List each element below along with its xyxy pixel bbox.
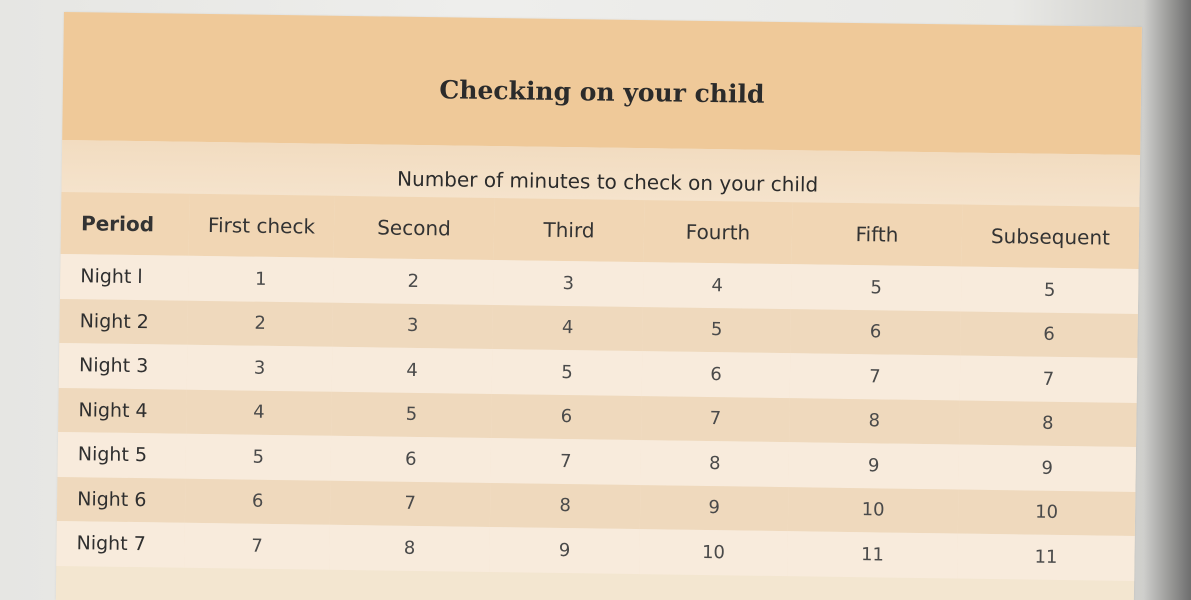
cell-value: 10 [861,499,885,521]
cell-value: 3 [562,272,575,294]
cell-value: 7 [559,450,572,472]
table-subtitle: Number of minutes to check on your child [396,166,819,197]
cell-value: 7 [869,366,881,388]
cell-value: 2 [254,312,267,335]
cell-period: Night 4 [78,398,148,422]
cell-value: 4 [711,274,724,296]
cell-value: 2 [407,270,420,292]
title-band: Checking on your child [62,12,1142,156]
cell-value: 6 [560,406,573,428]
header-third: Third [543,217,595,243]
cell-value: 4 [406,359,418,381]
cell-value: 8 [403,537,416,559]
cell-value: 7 [251,535,263,557]
cell-value: 5 [870,277,883,299]
cell-value: 6 [404,448,417,470]
cell-value: 4 [561,317,574,339]
cell-period: Night 2 [79,310,150,333]
cell-value: 10 [1035,501,1059,524]
cell-value: 7 [404,493,417,515]
cell-value: 9 [558,539,571,561]
cell-value: 7 [1042,368,1055,390]
header-period: Period [80,211,155,237]
cell-period: Night 3 [78,354,149,378]
header-fifth: Fifth [855,222,899,247]
cell-value: 9 [708,497,721,519]
cell-value: 8 [1041,412,1054,435]
table-card: Checking on your child Number of minutes… [55,12,1142,600]
header-first-check: First check [207,213,316,239]
header-second: Second [377,215,451,241]
cell-value: 5 [710,319,723,341]
cell-value: 5 [1043,279,1056,301]
cell-period: Night 5 [77,443,148,467]
cell-value: 9 [867,455,880,477]
cell-value: 10 [701,541,726,564]
cell-period: Night l [80,265,143,289]
cell-value: 11 [1034,546,1058,568]
cell-value: 5 [252,446,265,468]
cell-period: Night 7 [76,532,146,556]
cell-value: 6 [1043,323,1055,346]
cell-value: 8 [559,495,572,517]
cell-value: 3 [406,315,419,337]
header-fourth: Fourth [685,219,751,245]
cell-period: Night 6 [77,487,147,511]
cell-value: 8 [708,452,721,474]
cell-value: 6 [251,490,264,513]
cell-value: 5 [405,404,418,426]
cell-value: 4 [253,401,265,424]
header-subsequent: Subsequent [990,223,1111,250]
cell-value: 3 [253,357,266,379]
cell-value: 6 [869,321,882,343]
table-title: Checking on your child [439,74,765,109]
cell-value: 5 [561,361,573,383]
cell-value: 7 [709,408,722,430]
cell-value: 8 [868,410,881,432]
cell-value: 1 [254,268,267,290]
cell-value: 6 [710,363,722,385]
check-schedule-table: Period First check Second Third Fourth F… [56,191,1140,581]
cell-value: 9 [1041,457,1054,479]
cell-value: 11 [860,543,885,566]
